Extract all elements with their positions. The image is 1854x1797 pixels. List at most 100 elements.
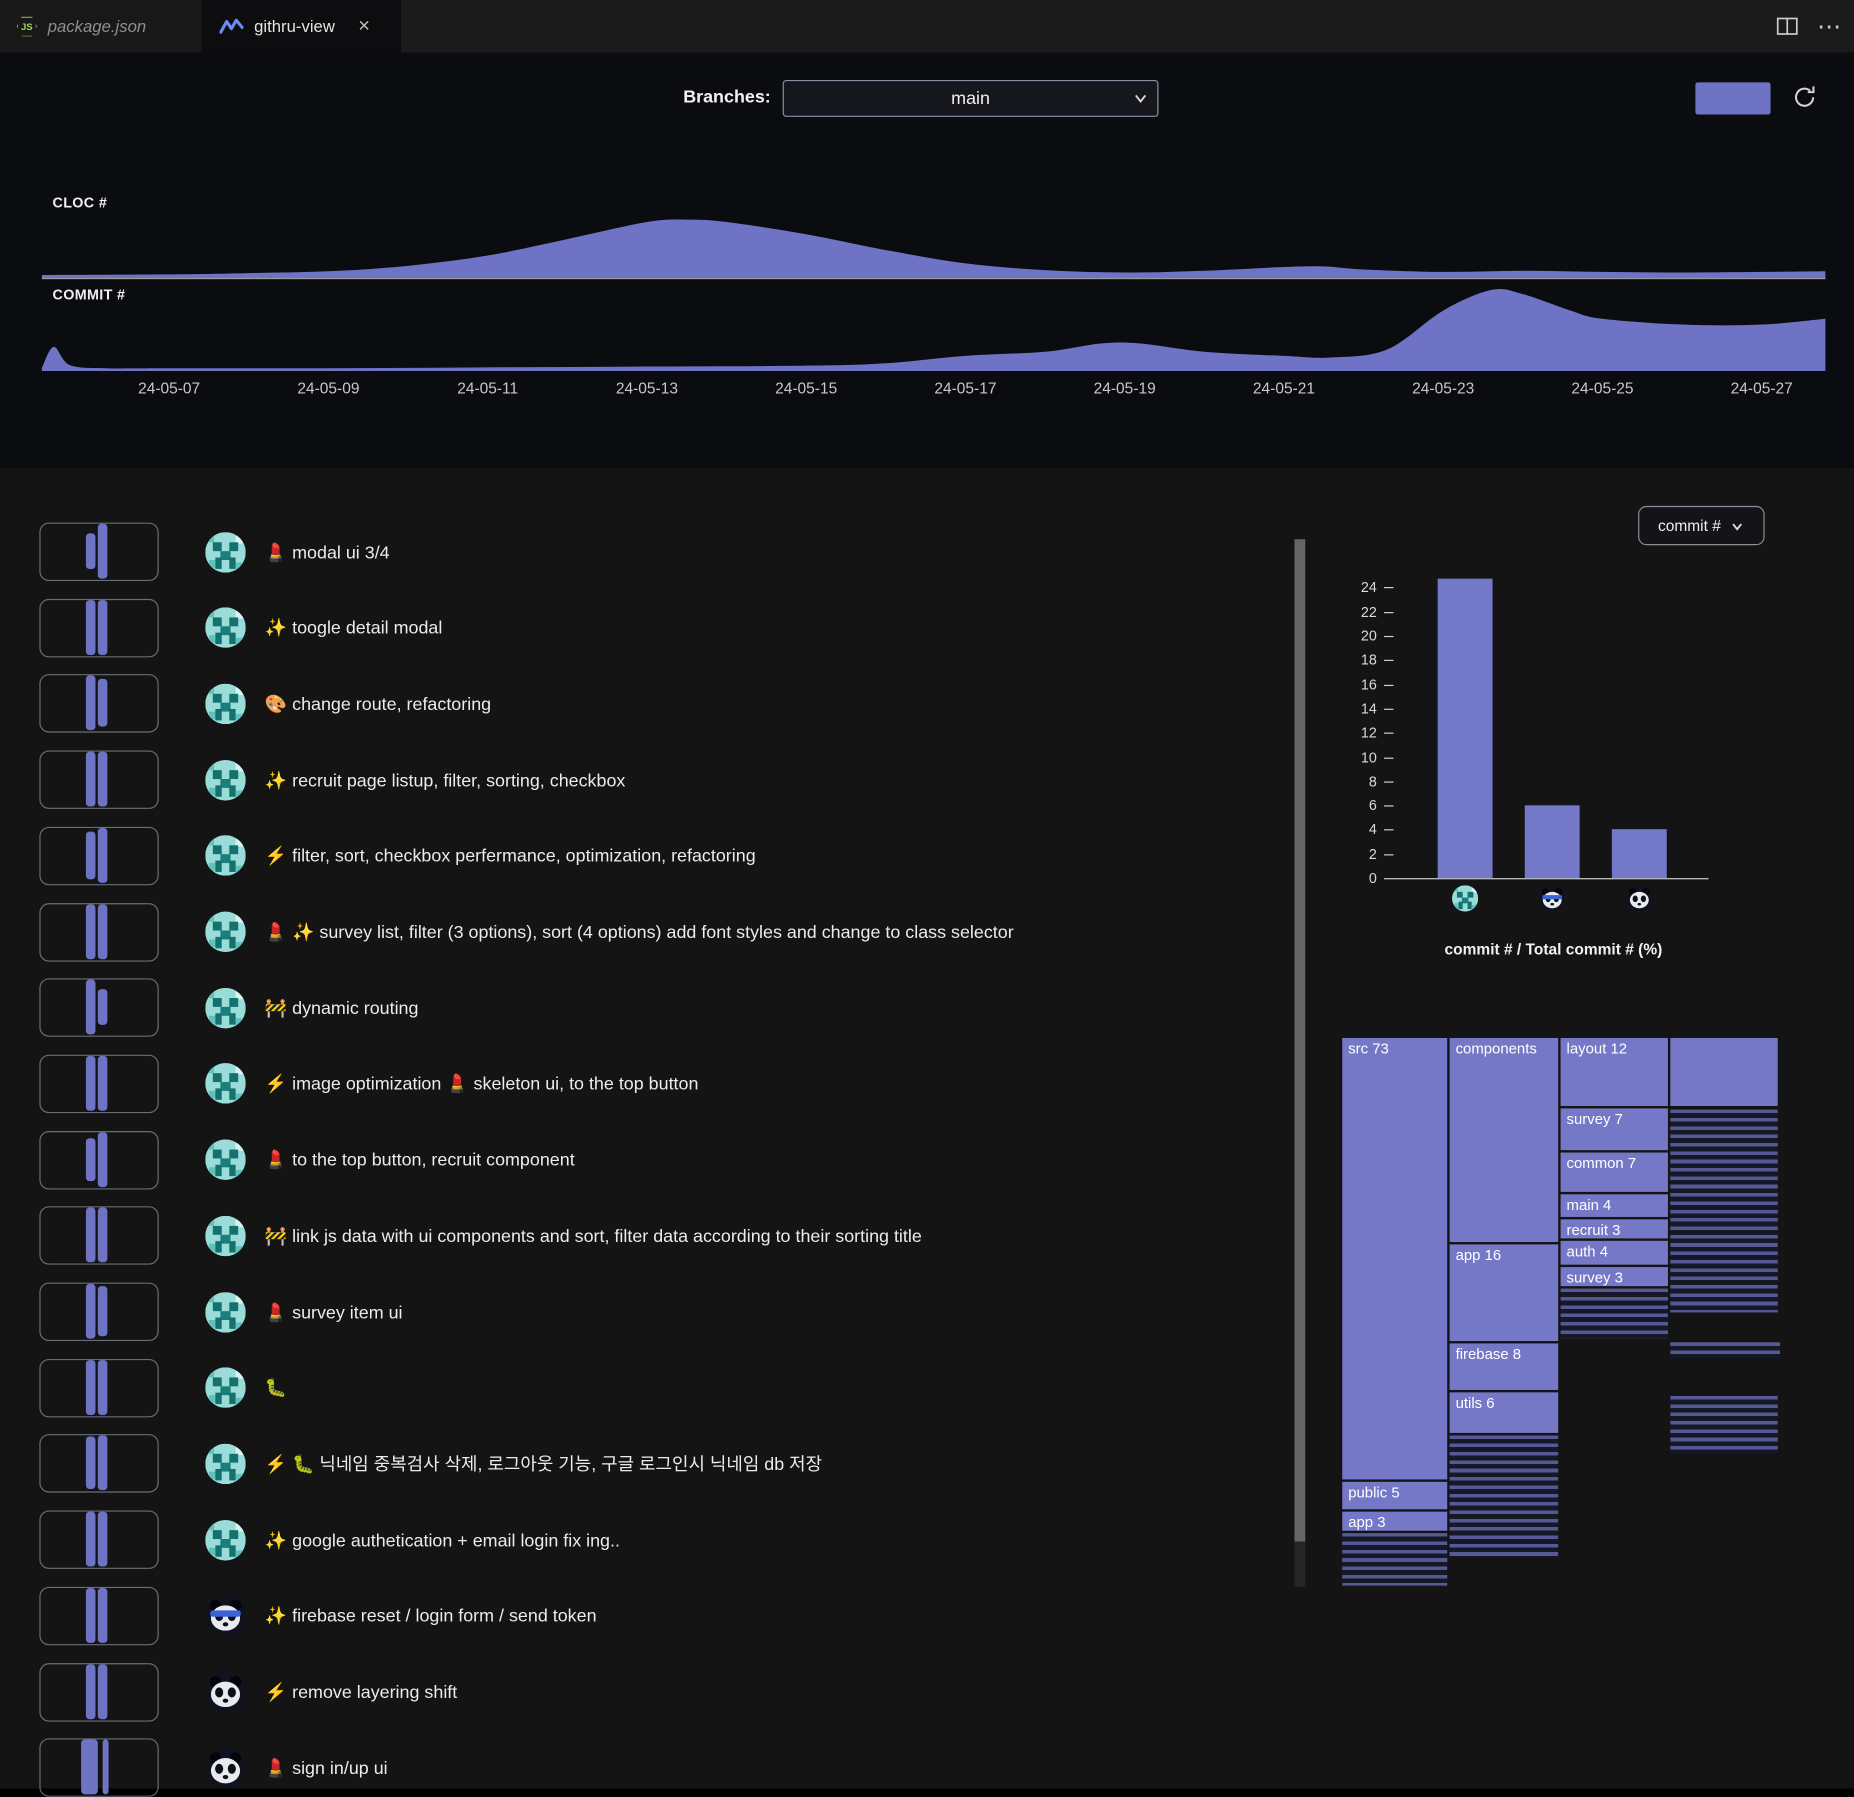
cluster-bar: [97, 903, 108, 959]
icicle-node-utils[interactable]: utils 6: [1449, 1392, 1559, 1433]
creeper-avatar: [205, 987, 246, 1029]
close-tab-icon[interactable]: ✕: [357, 16, 371, 35]
icicle-node-app[interactable]: app 16: [1449, 1244, 1559, 1342]
commit-list-item[interactable]: 💄 ✨ survey list, filter (3 options), sor…: [205, 903, 1279, 961]
commit-list-item[interactable]: 🐛: [205, 1359, 1279, 1417]
creeper-axis-avatar: [1452, 885, 1479, 912]
commit-list-item[interactable]: 💄 survey item ui: [205, 1283, 1279, 1341]
commit-list-item[interactable]: 💄 to the top button, recruit component: [205, 1131, 1279, 1189]
metric-dropdown[interactable]: commit #: [1638, 505, 1765, 546]
cluster-summary-box[interactable]: [39, 750, 159, 810]
cluster-bar: [85, 751, 96, 807]
commit-count-bar[interactable]: [1524, 805, 1580, 879]
icicle-node-recruit[interactable]: recruit 3: [1560, 1219, 1668, 1239]
more-actions-icon[interactable]: ⋯: [1817, 13, 1843, 40]
icicle-node-survey[interactable]: survey 3: [1560, 1267, 1668, 1287]
icicle-node-label: survey 3: [1566, 1269, 1623, 1287]
commit-message: ⚡ 🐛 닉네임 중복검사 삭제, 로그아웃 기능, 구글 로그인시 닉네임 db…: [264, 1454, 823, 1476]
tab-package-json[interactable]: JS package.json: [0, 0, 203, 53]
commit-list-item[interactable]: 🚧 link js data with ui components and so…: [205, 1207, 1279, 1265]
cluster-bar: [85, 831, 96, 880]
theme-selector-button[interactable]: [1695, 82, 1771, 115]
cluster-bar: [97, 1359, 108, 1415]
branches-label: Branches:: [683, 87, 771, 108]
cluster-summary-box[interactable]: [39, 674, 159, 734]
branch-select-input[interactable]: main: [782, 79, 1159, 117]
cluster-summary-box[interactable]: [39, 1510, 159, 1570]
refresh-icon[interactable]: [1791, 84, 1818, 111]
tab-githru-view[interactable]: githru-view ✕: [202, 0, 401, 53]
icicle-node-survey[interactable]: survey 7: [1560, 1108, 1668, 1151]
cluster-bar: [97, 1511, 108, 1567]
cluster-summary-box[interactable]: [39, 1434, 159, 1494]
cluster-summary-box[interactable]: [39, 1206, 159, 1266]
icicle-node-label: src 73: [1348, 1040, 1389, 1058]
icicle-node-firebase[interactable]: firebase 8: [1449, 1343, 1559, 1390]
commit-count-bar[interactable]: [1437, 578, 1493, 879]
icicle-node-app[interactable]: app 3: [1342, 1511, 1448, 1531]
cluster-summary-box[interactable]: [39, 1358, 159, 1418]
commit-list-item[interactable]: ✨ google authetication + email login fix…: [205, 1511, 1279, 1569]
commit-list-item[interactable]: ✨ recruit page listup, filter, sorting, …: [205, 751, 1279, 809]
commit-list-item[interactable]: 🚧 dynamic routing: [205, 979, 1279, 1037]
cluster-bar: [85, 1511, 96, 1567]
x-axis-date-label: 24-05-15: [775, 379, 838, 398]
icicle-node[interactable]: [1670, 1037, 1778, 1107]
commit-list-item[interactable]: ⚡ filter, sort, checkbox perfermance, op…: [205, 827, 1279, 885]
icicle-node-common[interactable]: common 7: [1560, 1152, 1668, 1192]
scrollbar-thumb[interactable]: [1294, 539, 1306, 1542]
y-axis-tick: [1383, 635, 1394, 638]
icicle-node-label: auth 4: [1566, 1243, 1609, 1260]
split-editor-icon[interactable]: [1776, 17, 1798, 36]
cluster-summary-box[interactable]: [39, 902, 159, 962]
icicle-node[interactable]: [1560, 1288, 1668, 1339]
icicle-node[interactable]: [1449, 1435, 1559, 1557]
icicle-node[interactable]: [1670, 1109, 1778, 1313]
icicle-node-auth[interactable]: auth 4: [1560, 1240, 1668, 1265]
cluster-summary-box[interactable]: [39, 1282, 159, 1342]
y-axis-tick-label: 10: [1360, 748, 1377, 766]
commit-list-item[interactable]: ✨ firebase reset / login form / send tok…: [205, 1587, 1279, 1645]
icicle-node-main[interactable]: main 4: [1560, 1194, 1668, 1217]
commit-message: 🎨 change route, refactoring: [264, 694, 492, 715]
icicle-node[interactable]: [1670, 1342, 1781, 1359]
cluster-summary-box[interactable]: [39, 598, 159, 658]
icicle-node-public[interactable]: public 5: [1342, 1481, 1448, 1510]
icicle-node[interactable]: [1670, 1395, 1778, 1454]
commit-message: 💄 survey item ui: [264, 1302, 403, 1323]
cluster-summary-box[interactable]: [39, 1662, 159, 1722]
icicle-node-layout[interactable]: layout 12: [1560, 1037, 1668, 1107]
commit-list-item[interactable]: ⚡ image optimization 💄 skeleton ui, to t…: [205, 1055, 1279, 1113]
panda-avatar: [205, 1671, 246, 1713]
cluster-summary-box[interactable]: [39, 522, 159, 582]
commit-count-bar[interactable]: [1611, 829, 1667, 879]
creeper-avatar: [205, 759, 246, 801]
cloc-area-chart: [41, 219, 1826, 278]
commit-list-item[interactable]: 💄 sign in/up ui: [205, 1739, 1279, 1797]
icicle-node[interactable]: [1342, 1533, 1448, 1586]
creeper-avatar: [205, 1291, 246, 1333]
cluster-summary-box[interactable]: [39, 1054, 159, 1114]
x-axis-date-label: 24-05-07: [138, 379, 201, 398]
cluster-summary-box[interactable]: [39, 978, 159, 1038]
commit-list-item[interactable]: ⚡ remove layering shift: [205, 1663, 1279, 1721]
cluster-summary-box[interactable]: [39, 1738, 159, 1797]
cluster-bar: [85, 1663, 96, 1719]
commit-list-item[interactable]: ✨ toogle detail modal: [205, 599, 1279, 657]
cluster-summary-box[interactable]: [39, 1586, 159, 1646]
metric-dropdown-label: commit #: [1657, 516, 1721, 535]
y-axis-tick-label: 20: [1360, 627, 1377, 645]
commit-list-scrollbar[interactable]: [1294, 539, 1306, 1587]
icicle-node-components[interactable]: components: [1449, 1037, 1559, 1243]
branch-select[interactable]: main: [782, 79, 1159, 117]
icicle-node-src[interactable]: src 73: [1342, 1037, 1448, 1480]
commit-list-item[interactable]: 🎨 change route, refactoring: [205, 675, 1279, 733]
cluster-bar: [85, 599, 96, 655]
commit-list-item[interactable]: ⚡ 🐛 닉네임 중복검사 삭제, 로그아웃 기능, 구글 로그인시 닉네임 db…: [205, 1435, 1279, 1493]
icicle-node-label: public 5: [1348, 1484, 1400, 1501]
cluster-summary-box[interactable]: [39, 826, 159, 886]
cluster-summary-box[interactable]: [39, 1130, 159, 1190]
commit-list-item[interactable]: 💄 modal ui 3/4: [205, 523, 1279, 581]
x-axis-date-label: 24-05-27: [1730, 379, 1793, 398]
tab-label: githru-view: [254, 16, 335, 36]
